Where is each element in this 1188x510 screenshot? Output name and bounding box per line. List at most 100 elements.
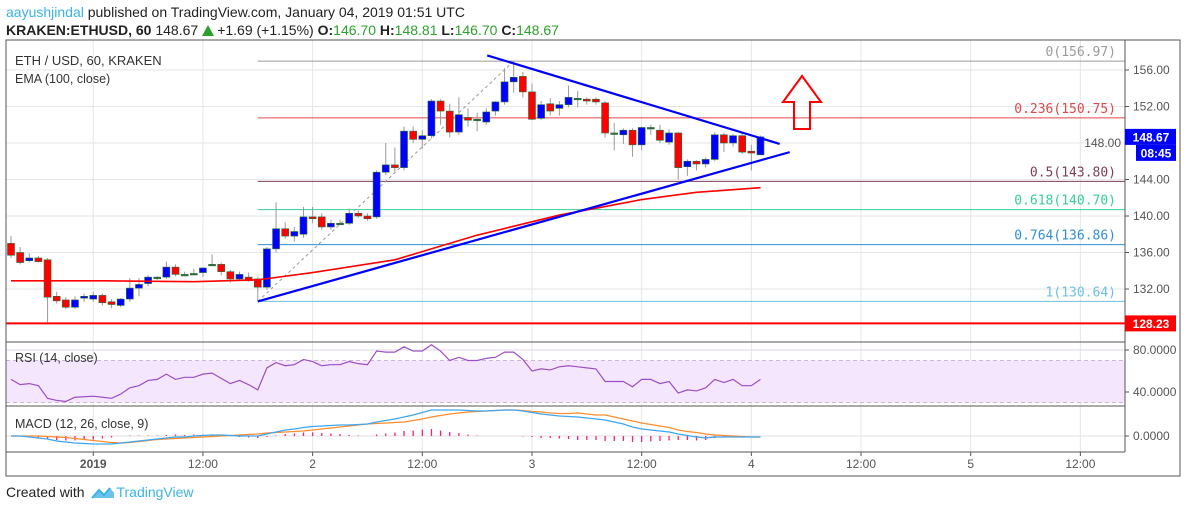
candle-body: [592, 98, 600, 103]
last-price-badge: [1125, 128, 1176, 145]
candle-body: [409, 130, 417, 140]
candle-body: [153, 276, 162, 279]
close-label: C:: [501, 22, 517, 38]
candle-body: [756, 136, 765, 156]
time-tick-label: 12:00: [407, 457, 437, 471]
candle-body: [263, 248, 271, 288]
candle-body: [135, 284, 143, 289]
open-label: O:: [317, 22, 334, 38]
candle-body: [583, 98, 591, 102]
candle-body: [126, 287, 134, 300]
support-price-badge-text: 128.23: [1133, 317, 1170, 331]
candle-body: [491, 101, 500, 112]
fib-level-label: 1(130.64): [1046, 285, 1116, 300]
price-tick-label: 136.00: [1133, 246, 1170, 260]
candle-body: [180, 274, 189, 277]
candle-body: [573, 97, 582, 101]
candle-body: [427, 100, 436, 137]
candle-body: [308, 216, 317, 220]
candles: [7, 61, 765, 325]
candle-body: [98, 295, 107, 303]
rsi-tick-label: 40.0000: [1133, 385, 1177, 399]
candle-body: [354, 212, 363, 217]
candle-body: [144, 276, 152, 284]
candle-body: [646, 127, 655, 130]
candle-body: [80, 295, 88, 299]
time-tick-label: 5: [967, 457, 974, 471]
candle-body: [464, 117, 472, 121]
candle-body: [89, 295, 98, 300]
close-value: 148.67: [516, 22, 559, 38]
candle-body: [7, 243, 15, 256]
fib-level-label: 0.236(150.75): [1014, 102, 1116, 117]
candle-body: [253, 278, 262, 288]
time-tick-label: 12:00: [627, 457, 657, 471]
low-label: L:: [441, 22, 455, 38]
ema-legend: EMA (100, close): [15, 72, 110, 86]
candle-body: [327, 223, 335, 228]
fibonacci-retracement[interactable]: 0(156.97) 0.236(150.75) 0.5(143.80) 0.618(1…: [257, 45, 1125, 302]
candle-body: [372, 171, 381, 218]
time-tick-label: 12:00: [188, 457, 218, 471]
candle-body: [720, 134, 728, 144]
candle-body: [628, 129, 637, 146]
candle-body: [208, 264, 216, 267]
price-tick-label: 132.00: [1133, 282, 1170, 296]
created-with-text: Created with: [6, 484, 85, 500]
candle-body: [363, 215, 372, 220]
fib-level-label: 0.618(140.70): [1014, 194, 1116, 209]
price-tick-label: 148.00: [1084, 136, 1121, 150]
candle-body: [445, 110, 454, 133]
outer-frame: [5, 39, 1181, 477]
last-price-badge-text: 148.67: [1133, 130, 1170, 144]
macd-legend: MACD (12, 26, close, 9): [15, 417, 148, 431]
symbol-label: KRAKEN:ETHUSD, 60: [6, 22, 152, 38]
candle-body: [226, 271, 235, 280]
candle-body: [610, 132, 619, 135]
candle-body: [107, 301, 116, 305]
candle-body: [217, 264, 226, 272]
candle-body: [336, 223, 344, 226]
candle-body: [299, 216, 308, 235]
candle-body: [473, 118, 481, 122]
candle-body: [528, 91, 536, 120]
candle-body: [52, 295, 61, 302]
symbol-info: KRAKEN:ETHUSD, 60 148.67 +1.69 (+1.15%) O…: [6, 22, 559, 38]
candle-body: [637, 127, 646, 146]
last-price: 148.67: [155, 22, 199, 38]
rsi-line: [10, 344, 761, 403]
author-link[interactable]: aayushjindal: [6, 4, 84, 20]
candle-body: [555, 104, 564, 109]
candle-body: [601, 102, 609, 134]
time-tick-label: 12:00: [846, 457, 876, 471]
time-tick-label: 12:00: [1065, 457, 1095, 471]
candle-body: [391, 164, 399, 168]
candle-body: [738, 135, 747, 153]
candle-body: [656, 129, 664, 141]
candle-body: [272, 228, 280, 250]
candle-body: [25, 257, 34, 262]
footer: Created with TradingView: [6, 484, 194, 500]
tradingview-link[interactable]: TradingView: [116, 484, 194, 500]
candle-body: [701, 159, 710, 165]
candle-body: [482, 111, 491, 123]
candle-body: [34, 257, 43, 262]
candle-body: [747, 150, 756, 154]
rsi-band: [6, 360, 1125, 403]
candle-body: [281, 228, 290, 237]
up-arrow-icon: [781, 74, 823, 130]
candle-body: [546, 103, 555, 112]
time-tick-label: 4: [748, 457, 755, 471]
fib-level-label: 0(156.97): [1046, 45, 1116, 60]
price-change: +1.69 (+1.15%): [217, 22, 314, 38]
time-tick-label: 2: [309, 457, 316, 471]
time-tick-label: 2019: [80, 457, 107, 471]
candle-body: [162, 266, 171, 278]
candle-body: [619, 129, 628, 136]
tradingview-logo-icon[interactable]: [91, 484, 115, 500]
candle-body: [436, 100, 445, 112]
trendline-upper: [486, 54, 780, 145]
candle-body: [116, 298, 125, 306]
support-price-badge: [1125, 315, 1176, 332]
